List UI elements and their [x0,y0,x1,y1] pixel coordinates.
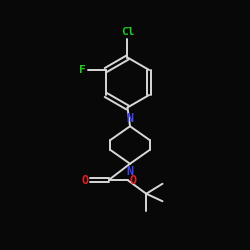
Text: N: N [126,112,134,125]
Text: N: N [126,165,134,178]
Text: Cl: Cl [121,27,134,37]
Text: F: F [79,65,86,75]
Text: O: O [129,174,136,186]
Text: O: O [81,174,88,186]
